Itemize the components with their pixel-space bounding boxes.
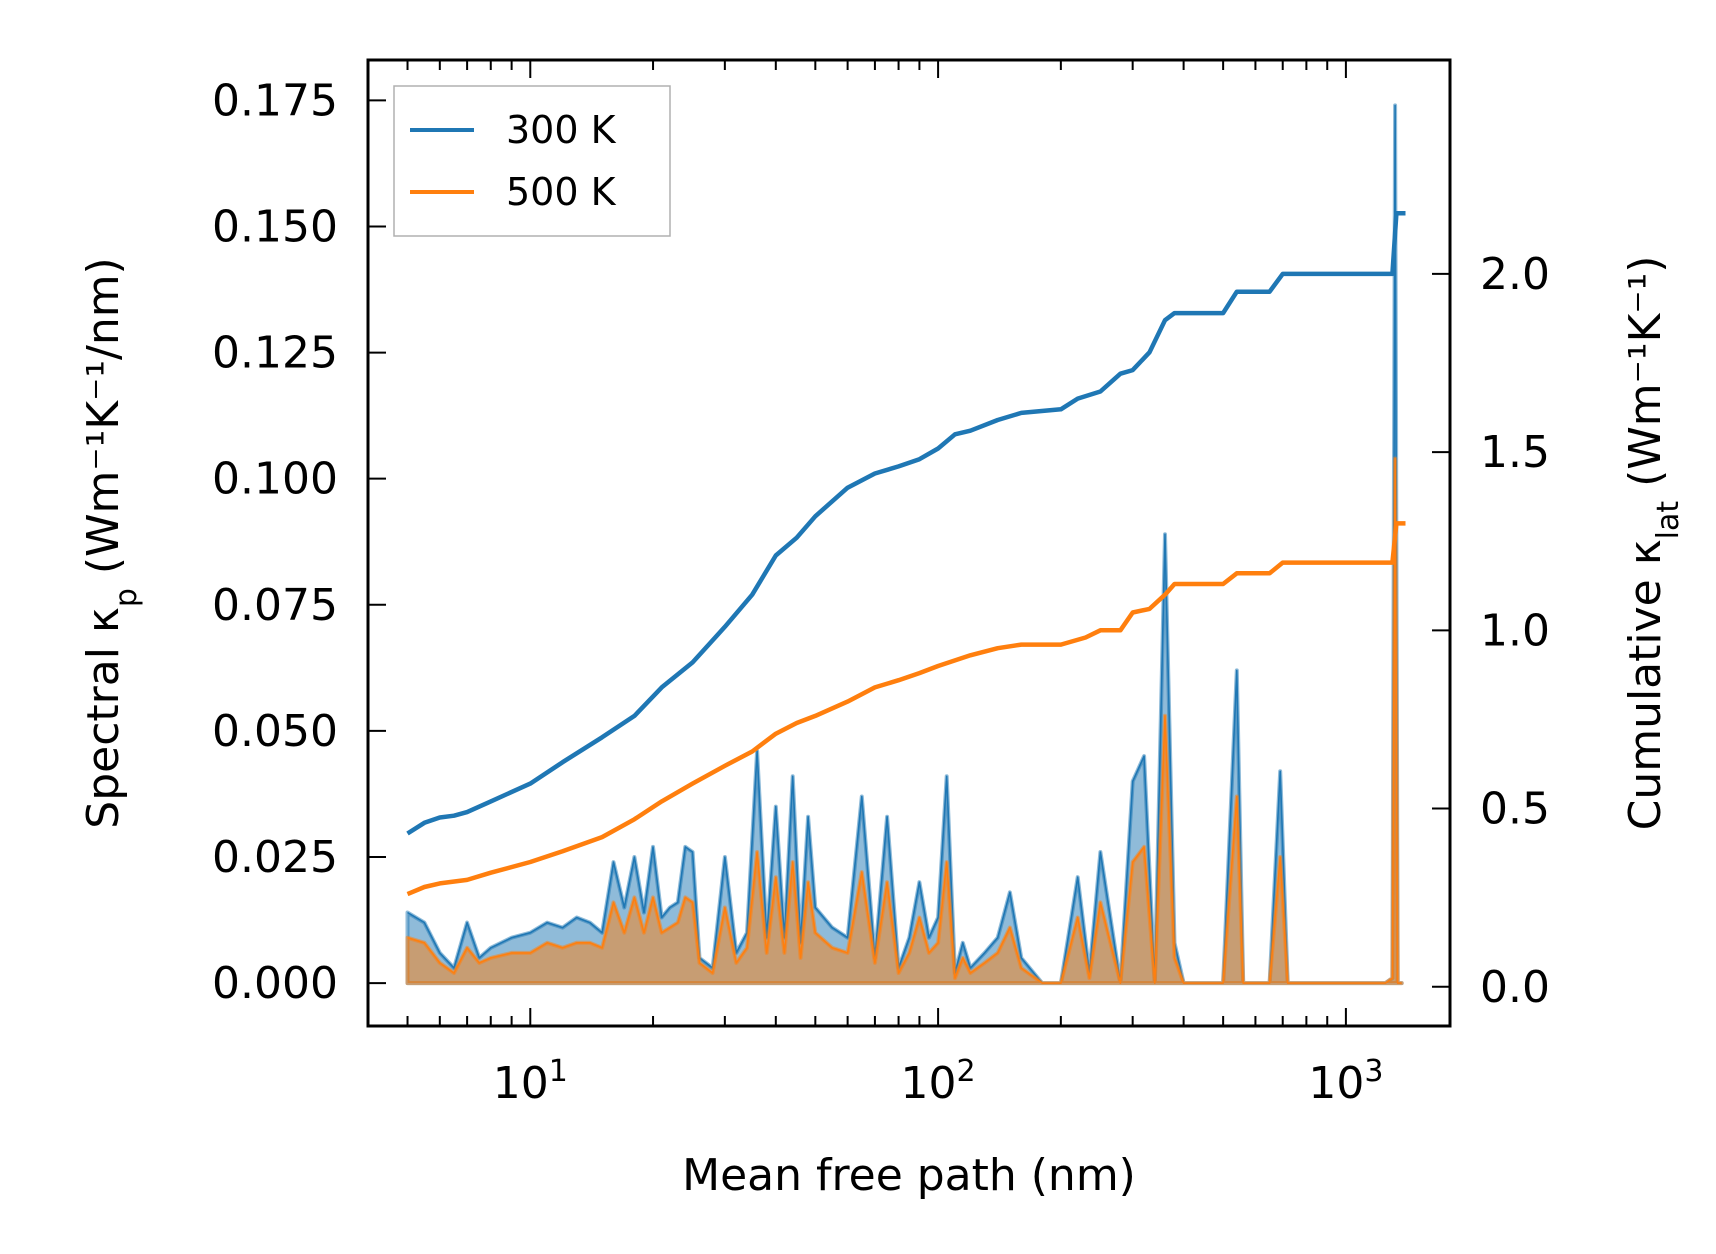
y-right-tick-label: 0.5 xyxy=(1480,784,1550,835)
legend-label-500k: 500 K xyxy=(506,170,617,214)
y-left-tick-label: 0.150 xyxy=(212,201,338,252)
spectral-line-1 xyxy=(407,457,1402,984)
y-axis-right-title: Cumulative κlat (Wm⁻¹K⁻¹) xyxy=(1620,256,1686,831)
axis-ticks: 101 102 103 0.000 0.025 0.050 0.075 0.100 0.125 0… xyxy=(212,60,1550,1109)
y-left-tick-label: 0.050 xyxy=(212,706,338,757)
y-axis-left-title: Spectral κp (Wm⁻¹K⁻¹/nm) xyxy=(78,257,144,828)
y-right-tick-label: 0.0 xyxy=(1480,962,1550,1013)
spectral-line-0 xyxy=(407,104,1402,984)
x-axis-title: Mean free path (nm) xyxy=(682,1150,1136,1201)
x-tick-label: 102 xyxy=(901,1054,976,1110)
spectral-fill-layer xyxy=(405,103,1404,986)
y-left-tick-label: 0.125 xyxy=(212,328,338,379)
y-left-tick-label: 0.025 xyxy=(212,832,338,883)
cumulative-line-layer xyxy=(406,211,1406,897)
cumulative-line-0 xyxy=(406,211,1406,836)
cumulative-line-1 xyxy=(406,521,1406,897)
x-tick-label: 103 xyxy=(1308,1054,1383,1110)
y-right-tick-label: 1.0 xyxy=(1480,605,1550,656)
y-right-tick-label: 2.0 xyxy=(1480,249,1550,300)
y-left-tick-label: 0.175 xyxy=(212,75,338,126)
legend-box xyxy=(393,85,671,237)
y-left-tick-label: 0.075 xyxy=(212,580,338,631)
y-right-tick-label: 1.5 xyxy=(1480,427,1550,478)
legend: 300 K 500 K xyxy=(393,85,671,237)
y-left-tick-label: 0.100 xyxy=(212,454,338,505)
plot-frame xyxy=(366,58,1452,1028)
legend-label-300k: 300 K xyxy=(506,108,617,152)
y-left-tick-label: 0.000 xyxy=(212,958,338,1009)
x-tick-label: 101 xyxy=(493,1054,568,1110)
